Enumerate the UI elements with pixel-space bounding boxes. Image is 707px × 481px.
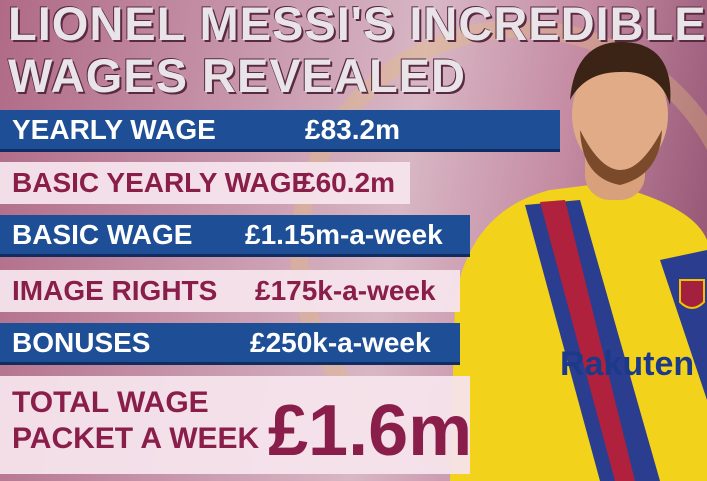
total-label: PACKET A WEEK	[12, 422, 260, 455]
wage-row: BASIC WAGE £1.15m-a-week	[0, 215, 470, 257]
shirt-sponsor: Rakuten	[560, 345, 694, 383]
row-value: £1.15m-a-week	[245, 218, 443, 250]
wage-row: IMAGE RIGHTS £175k-a-week	[0, 270, 460, 312]
title-line: LIONEL MESSI'S INCREDIBLE	[8, 0, 707, 50]
row-label: BONUSES	[12, 326, 151, 358]
player-photo: Rakuten	[450, 41, 707, 481]
total-label: TOTAL WAGE	[12, 386, 209, 419]
row-value: £175k-a-week	[255, 275, 436, 306]
row-value: £250k-a-week	[250, 326, 431, 358]
total-value: £1.6m	[268, 391, 473, 471]
row-label: YEARLY WAGE	[12, 113, 216, 145]
wage-row: BASIC YEARLY WAGE £60.2m	[0, 162, 410, 204]
row-label: BASIC YEARLY WAGE	[12, 167, 311, 198]
wage-row: BONUSES £250k-a-week	[0, 323, 460, 365]
wage-row: YEARLY WAGE £83.2m	[0, 110, 560, 152]
row-value: £60.2m	[300, 167, 395, 198]
row-label: BASIC WAGE	[12, 218, 193, 250]
title-line: WAGES REVEALED	[8, 49, 466, 102]
row-value: £83.2m	[305, 113, 400, 145]
row-label: IMAGE RIGHTS	[12, 275, 218, 306]
total-row: TOTAL WAGE PACKET A WEEK £1.6m	[0, 376, 473, 474]
